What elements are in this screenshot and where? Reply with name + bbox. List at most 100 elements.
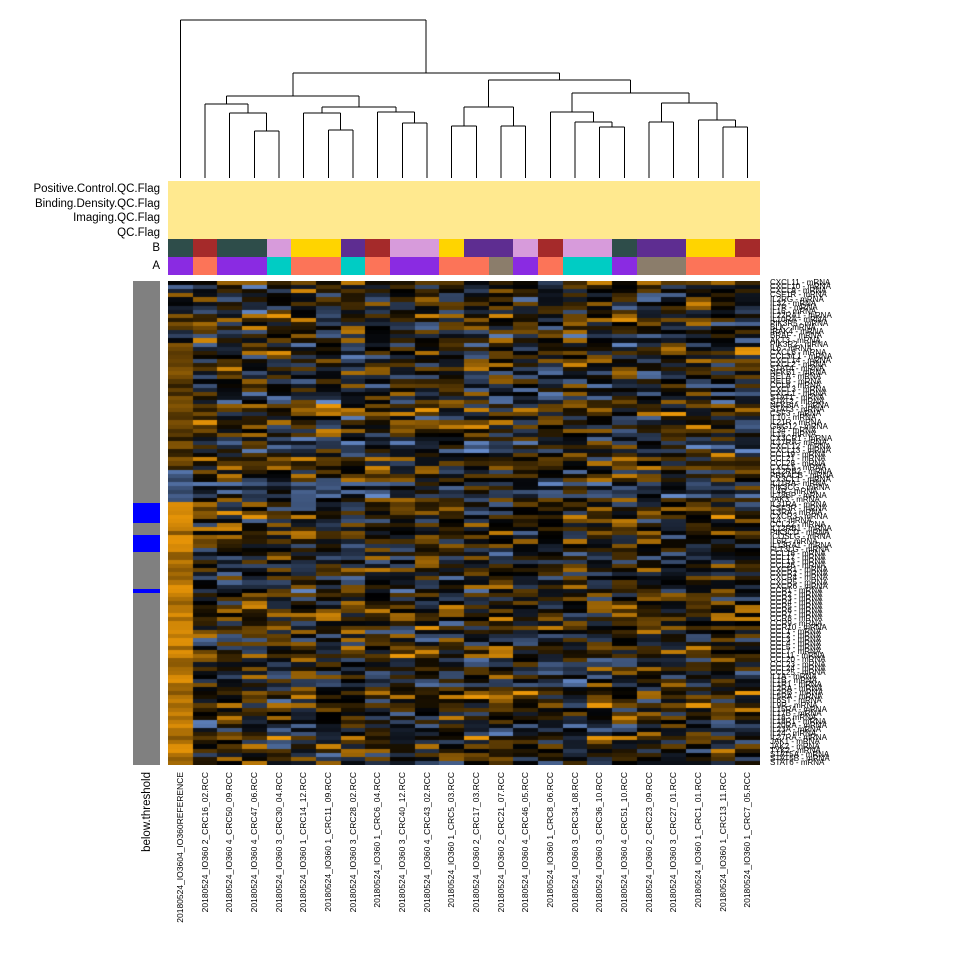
- row-label: PIK3CG - mRNA: [770, 483, 831, 493]
- below-threshold-flagged-segment: [133, 502, 160, 523]
- heatmap-matrix: [168, 281, 760, 765]
- row-label: IL1B - mRNA: [770, 675, 818, 685]
- row-label: IL18 - mRNA: [770, 712, 817, 722]
- annotation-label-b: B: [152, 242, 160, 254]
- row-label: CCL25 - mRNA: [770, 667, 826, 677]
- row-label: STAT3 - mRNA: [770, 405, 825, 415]
- row-label: IL9R - mRNA: [770, 700, 818, 710]
- row-label: CXCR2 - mRNA: [770, 569, 828, 579]
- row-label: CSF1R - mRNA: [770, 290, 827, 300]
- annotation-label-imaging-qc-flag: Imaging.QC.Flag: [73, 212, 160, 224]
- row-label: IL7R - mRNA: [770, 302, 818, 312]
- annotation-cell-b: [563, 239, 587, 257]
- row-label: CCL28 - mRNA: [770, 458, 826, 468]
- row-label: STAT4 - mRNA: [770, 364, 825, 374]
- row-label: CCR9 - mRNA: [770, 618, 823, 628]
- row-label: IL24 - mRNA: [770, 729, 817, 739]
- row-label: CCR8 - mRNA: [770, 614, 823, 624]
- annotation-cell-a: [341, 257, 365, 275]
- row-label: CXCL2 - mRNA: [770, 360, 827, 370]
- row-label: CCL13 - mRNA: [770, 557, 826, 566]
- row-label: IL20RA - mRNA: [770, 721, 827, 730]
- row-label: CCL4 - mRNA: [770, 639, 822, 648]
- row-label: CXCR4 - mRNA: [770, 573, 828, 583]
- row-label: FLT3LG - mRNA: [770, 544, 830, 554]
- row-label: IL12RB2 - mRNA: [770, 466, 832, 476]
- column-label: 20180524_IO360 4_CRC46_05.RCC: [520, 772, 531, 913]
- row-label: IL15RA - mRNA: [770, 704, 827, 714]
- column-label: 20180524_IO360 3_CRC28_02.RCC: [347, 772, 358, 913]
- row-label: CCR10 - mRNA: [770, 622, 827, 632]
- row-label: IL1R1 - mRNA: [770, 680, 823, 689]
- row-label: CCL22 - mRNA: [770, 520, 826, 530]
- annotation-cell-a: [513, 257, 538, 275]
- annotation-cell-b: [390, 239, 415, 257]
- annotation-cell-b: [489, 239, 513, 257]
- row-label: IRAK4 - mRNA: [770, 327, 824, 337]
- row-label: NFKB1 - mRNA: [770, 368, 827, 378]
- column-label: 20180524_IO360 2_CRC21_07.RCC: [495, 772, 506, 913]
- row-label: CCL3 - mRNA: [770, 634, 822, 644]
- column-label: 20180524_IO3604_IO360REFERENCE: [174, 772, 185, 923]
- row-label: CCL23 - mRNA: [770, 659, 826, 669]
- row-label: IL17B - mRNA: [770, 708, 822, 718]
- column-label: 20180524_IO360 4_CRC47_06.RCC: [248, 772, 259, 913]
- annotation-cell-a: [587, 257, 612, 275]
- annotation-cell-a: [637, 257, 661, 275]
- row-label: IL34 - mRNA: [770, 425, 817, 435]
- column-label: 20180524_IO360 3_CRC27_01.RCC: [668, 772, 679, 913]
- column-label: 20180524_IO360 4_CRC51_10.RCC: [618, 772, 629, 913]
- row-label: IL1A - mRNA: [770, 671, 817, 681]
- row-label: PIK3R5 - mRNA: [770, 319, 829, 329]
- annotation-cell-b: [464, 239, 489, 257]
- row-label: CCL18 - mRNA: [770, 548, 826, 558]
- row-label: STAT2 - mRNA: [770, 397, 825, 406]
- row-label: IL32 - mRNA: [770, 298, 817, 308]
- row-label: IL31RA - mRNA: [770, 499, 827, 509]
- row-label: JAK2 - mRNA: [770, 741, 820, 751]
- annotation-label-positive-control-qc-flag: Positive.Control.QC.Flag: [33, 183, 160, 195]
- row-label: CCR7 - mRNA: [770, 610, 823, 620]
- column-label: 20180524_IO360 3_CRC36_10.RCC: [594, 772, 605, 913]
- row-label: STAT5A - mRNA: [770, 749, 830, 759]
- annotation-cell-b: [217, 239, 242, 257]
- annotation-cell-b: [637, 239, 661, 257]
- annotation-cell-a: [193, 257, 217, 275]
- row-label: CCR3 - mRNA: [770, 593, 823, 603]
- row-label: CCL3/L1 - mRNA: [770, 351, 833, 361]
- row-label: CX3CL1 - mRNA: [770, 474, 831, 484]
- column-label: 20180524_IO360 1_CRC11_09.RCC: [322, 772, 333, 912]
- row-label: IL11RA - mRNA: [770, 479, 827, 488]
- annotation-cell-a: [267, 257, 291, 275]
- column-label: 20180524_IO360 3_CRC34_08.RCC: [569, 772, 580, 913]
- annotation-cell-b: [267, 239, 291, 257]
- annotation-cell-b: [735, 239, 760, 257]
- column-label: 20180524_IO360 1_CRC8_06.RCC: [544, 772, 555, 908]
- row-label: CSF3 - mRNA: [770, 409, 822, 419]
- annotation-cell-b: [341, 239, 365, 257]
- annotation-label-a: A: [152, 260, 160, 272]
- row-label: CXCR6 - mRNA: [770, 581, 828, 591]
- row-label: IL2RB - mRNA: [770, 688, 823, 698]
- row-label: TYK2 - mRNA: [770, 745, 821, 755]
- annotation-cell-a: [217, 257, 242, 275]
- row-label: CXCL5 - mRNA: [770, 462, 827, 472]
- annotation-cell-b: [538, 239, 563, 257]
- row-label: STAT1 - mRNA: [770, 392, 825, 402]
- annotation-cell-a: [735, 257, 760, 275]
- row-label: IL21R - mRNA: [770, 417, 823, 427]
- row-label: CXCL13 - mRNA: [770, 446, 831, 456]
- row-label: BRAF - mRNA: [770, 331, 822, 341]
- row-label: CXCL14 - mRNA: [770, 356, 831, 365]
- row-label: IL15 - mRNA: [770, 429, 817, 439]
- row-label: CCL2 - mRNA: [770, 630, 822, 640]
- row-label: IL4R - mRNA: [770, 487, 818, 497]
- row-label: CCL7 - mRNA: [770, 647, 822, 657]
- annotation-cell-b: [686, 239, 711, 257]
- row-label: IL10 - mRNA: [770, 413, 817, 423]
- column-label: 20180524_IO360 3_CRC30_04.RCC: [273, 772, 284, 913]
- row-label: CCR6 - mRNA: [770, 606, 823, 616]
- row-label: CXCR1 - mRNA: [770, 565, 828, 575]
- annotation-cell-a: [612, 257, 637, 275]
- row-label: STAT5B - mRNA: [770, 753, 830, 763]
